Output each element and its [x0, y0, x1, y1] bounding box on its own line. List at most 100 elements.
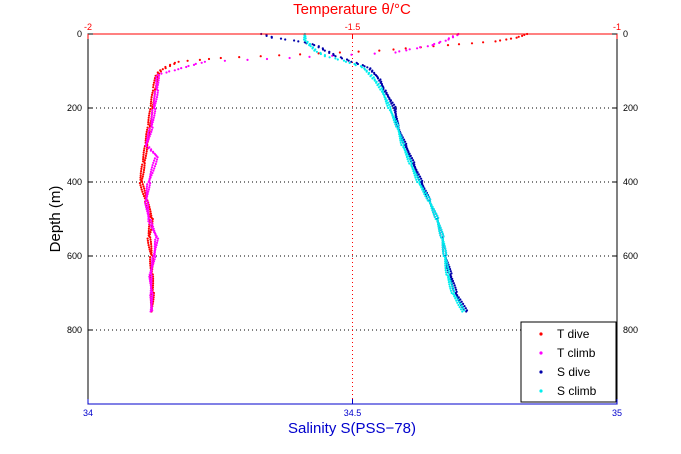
data-point — [311, 43, 314, 46]
data-point — [148, 184, 151, 187]
data-point — [153, 101, 156, 104]
data-point — [456, 301, 459, 304]
data-point — [452, 293, 455, 296]
data-point — [319, 51, 322, 55]
data-point — [451, 284, 454, 287]
data-point — [145, 208, 148, 211]
y-axis-title: Depth (m) — [47, 186, 64, 253]
data-point — [148, 279, 152, 283]
data-point — [152, 81, 156, 84]
data-point — [448, 277, 451, 280]
data-point — [265, 57, 269, 61]
data-point — [428, 198, 432, 201]
data-point — [423, 192, 426, 196]
data-point — [278, 54, 281, 57]
data-point — [200, 61, 203, 64]
data-point — [433, 215, 436, 218]
data-point — [460, 305, 463, 308]
data-point — [149, 133, 152, 136]
data-point — [155, 75, 158, 79]
data-point — [447, 268, 450, 271]
data-point — [450, 282, 453, 285]
legend-label: T climb — [557, 346, 596, 360]
data-point — [459, 308, 463, 311]
data-point — [395, 125, 398, 128]
data-point — [155, 80, 158, 83]
data-point — [151, 225, 155, 228]
data-point — [152, 227, 155, 230]
data-point — [336, 58, 339, 61]
data-point — [147, 123, 150, 126]
data-point — [153, 92, 156, 95]
data-point — [142, 171, 145, 174]
axis-ticks: 0 0 200 200 400 400 600 600 800 800 -2 -1.5 -1 34 34.5… — [67, 22, 638, 418]
data-point — [444, 39, 447, 42]
data-point — [139, 172, 142, 175]
data-point — [380, 87, 384, 90]
data-point — [452, 288, 455, 291]
data-point — [149, 238, 152, 241]
top-axis-title: Temperature θ/°C — [293, 1, 411, 18]
data-point — [334, 55, 337, 58]
data-point — [379, 85, 382, 88]
data-point — [148, 146, 151, 149]
data-point — [449, 270, 452, 273]
data-point — [145, 130, 148, 133]
data-point — [428, 200, 431, 203]
data-point — [153, 165, 157, 168]
data-point — [424, 191, 427, 194]
data-point — [410, 161, 413, 164]
data-point — [151, 217, 154, 221]
data-point — [451, 35, 454, 38]
data-point — [447, 272, 450, 275]
data-point — [147, 227, 150, 230]
data-point — [444, 269, 447, 272]
data-point — [144, 157, 147, 160]
data-point — [143, 166, 146, 169]
data-point — [293, 39, 296, 42]
data-point — [445, 273, 448, 276]
data-point — [363, 65, 366, 68]
data-point — [386, 104, 389, 107]
data-point — [146, 136, 149, 139]
data-point — [148, 208, 152, 211]
data-point — [401, 138, 404, 141]
data-point — [449, 268, 452, 271]
data-point — [149, 256, 152, 259]
data-point — [246, 58, 249, 62]
data-point — [142, 153, 145, 156]
data-point — [153, 240, 157, 243]
data-point — [462, 302, 465, 305]
data-point — [515, 36, 518, 39]
data-point — [177, 68, 180, 71]
data-point — [441, 246, 444, 249]
data-point — [338, 51, 341, 54]
data-point — [444, 251, 448, 254]
data-point — [416, 47, 419, 50]
data-point — [143, 189, 146, 192]
data-point — [142, 149, 146, 152]
data-point — [509, 37, 513, 40]
data-point — [315, 50, 318, 53]
data-point — [149, 260, 152, 263]
data-point — [164, 67, 167, 70]
data-point — [153, 159, 156, 162]
data-point — [399, 141, 402, 144]
data-point — [147, 229, 150, 233]
data-point — [465, 310, 468, 313]
data-point — [150, 115, 153, 118]
top-tick-label: -1 — [613, 22, 621, 32]
data-point — [148, 277, 151, 280]
data-point — [154, 256, 157, 259]
data-point — [151, 171, 154, 175]
data-point — [142, 173, 145, 176]
legend-marker — [539, 332, 543, 336]
data-point — [375, 80, 378, 83]
data-point — [153, 97, 156, 100]
data-point — [446, 44, 450, 47]
data-point — [150, 98, 153, 101]
data-point — [150, 221, 153, 224]
data-point — [143, 187, 146, 190]
data-point — [446, 263, 449, 266]
data-point — [150, 128, 153, 131]
